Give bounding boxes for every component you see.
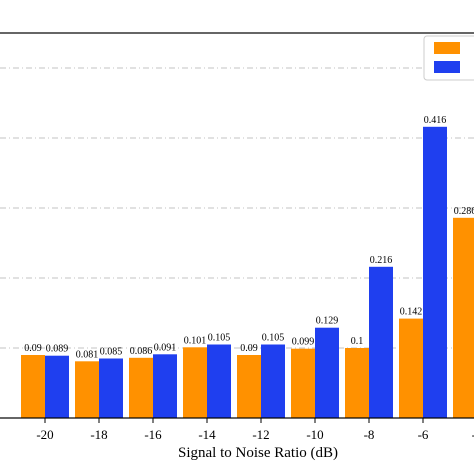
x-tick-label: -10 <box>306 427 323 442</box>
bar-series-1--8 <box>345 348 369 418</box>
data-label-series-2--20: 0.089 <box>46 344 69 355</box>
x-tick-label: -14 <box>198 427 216 442</box>
bar-series-1--12 <box>237 355 261 418</box>
data-label-series-1--8: 0.1 <box>351 336 364 347</box>
bar-series-1--14 <box>183 347 207 418</box>
bar-series-2--12 <box>261 344 285 418</box>
data-label-series-1--18: 0.081 <box>76 349 99 360</box>
data-label-series-2--10: 0.129 <box>316 316 339 327</box>
legend <box>423 35 474 81</box>
data-label-series-1--4: 0.286 <box>454 206 474 217</box>
x-tick-label: -20 <box>36 427 53 442</box>
legend-swatch-series-1 <box>434 42 460 54</box>
bar-series-1--16 <box>129 357 153 418</box>
bar-series-1--4 <box>453 217 474 418</box>
data-label-series-2--14: 0.105 <box>208 333 231 344</box>
data-labels: 0.09 0.081 0.086 0.101 0.09 0.099 0.1 0.142 0.28… <box>24 115 474 360</box>
bar-series-1--10 <box>291 348 315 418</box>
bar-series-1--20 <box>21 355 45 418</box>
x-axis-ticks: -20 -18 -16 -14 -12 -10 -8 -6 -4 <box>36 418 474 442</box>
plot-frame <box>0 32 474 419</box>
bar-series-2--14 <box>207 344 231 418</box>
legend-swatch-series-2 <box>434 61 460 73</box>
bar-series-2--20 <box>45 355 69 418</box>
data-label-series-2--8: 0.216 <box>370 255 393 266</box>
data-label-series-2--16: 0.091 <box>154 342 177 353</box>
x-tick-label: -6 <box>418 427 429 442</box>
x-tick-label: -16 <box>144 427 162 442</box>
data-label-series-1--16: 0.086 <box>130 346 153 357</box>
bar-series-2--8 <box>369 266 393 418</box>
bar-series-2--10 <box>315 327 339 418</box>
grid-lines <box>0 67 474 349</box>
bar-series-2--6 <box>423 126 447 419</box>
x-tick-label: -4 <box>472 427 474 442</box>
data-label-series-1--12: 0.09 <box>240 343 258 354</box>
data-label-series-2--12: 0.105 <box>262 333 285 344</box>
bar-series-1--6 <box>399 318 423 418</box>
data-label-series-1--20: 0.09 <box>24 343 42 354</box>
x-tick-label: -12 <box>252 427 269 442</box>
data-label-series-1--10: 0.099 <box>292 337 315 348</box>
data-label-series-2--6: 0.416 <box>424 115 447 126</box>
x-tick-label: -8 <box>364 427 375 442</box>
data-label-series-1--6: 0.142 <box>400 307 423 318</box>
bar-series-2--16 <box>153 354 177 418</box>
bars <box>21 126 474 419</box>
data-label-series-2--18: 0.085 <box>100 347 123 358</box>
x-axis-label: Signal to Noise Ratio (dB) <box>178 445 338 461</box>
x-tick-label: -18 <box>90 427 107 442</box>
data-label-series-1--14: 0.101 <box>184 335 207 346</box>
bar-series-2--18 <box>99 358 123 418</box>
bar-series-1--18 <box>75 361 99 418</box>
